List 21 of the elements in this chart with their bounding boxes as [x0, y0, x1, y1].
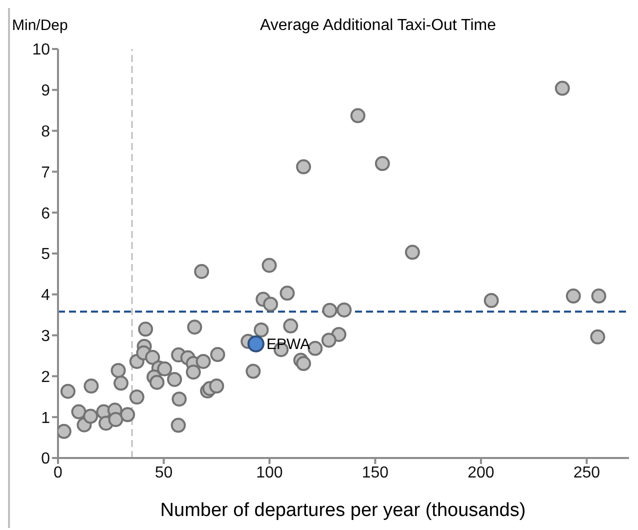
y-tick-label: 8: [41, 123, 50, 140]
y-tick-label: 6: [41, 205, 50, 222]
y-tick-label: 2: [41, 368, 50, 386]
x-tick-label: 0: [54, 464, 63, 482]
y-tick-label: 10: [32, 42, 50, 59]
y-axis-title: Min/Dep: [12, 17, 68, 34]
series-label: EPWA: [266, 336, 310, 354]
x-tick-label: 100: [256, 464, 283, 482]
x-tick-label: 250: [573, 464, 600, 482]
y-tick-label: 9: [41, 82, 50, 100]
y-tick-label: 0: [41, 450, 50, 468]
y-tick-label: 3: [41, 328, 50, 345]
y-tick-label: 4: [41, 287, 50, 304]
chart-title: Average Additional Taxi-Out Time: [259, 17, 497, 35]
y-tick-label: 1: [41, 410, 50, 427]
y-tick-label: 5: [41, 246, 50, 264]
x-tick-label: 50: [154, 464, 173, 482]
x-axis-title: Number of departures per year (thousands): [159, 500, 527, 522]
y-tick-label: 7: [41, 164, 50, 182]
x-tick-label: 200: [468, 464, 494, 482]
x-tick-label: 150: [362, 464, 389, 482]
